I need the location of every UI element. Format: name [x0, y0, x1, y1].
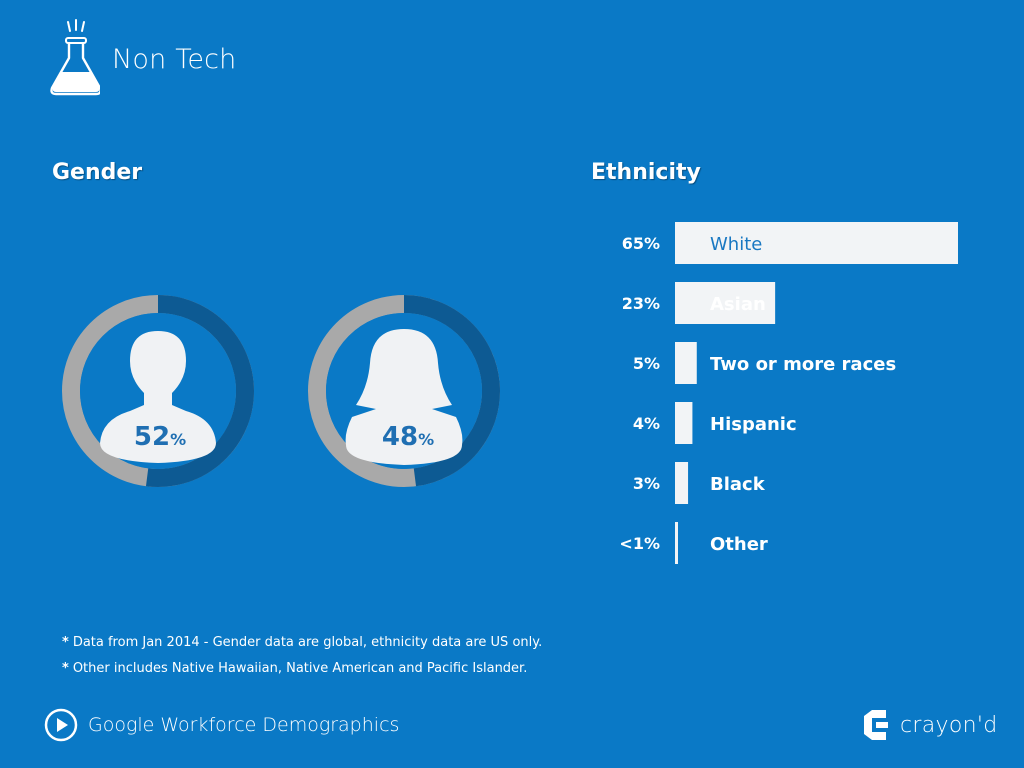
ethnicity-category-label: Asian — [710, 294, 766, 315]
ethnicity-bar-chart: 65% White 23% Asian 5% Two or more races 4% His… — [619, 222, 958, 564]
ethnicity-bar — [675, 522, 678, 564]
female-ring-arc — [403, 295, 500, 487]
gender-section-title: Gender — [52, 160, 143, 185]
male-ring-arc — [145, 295, 254, 487]
page-title: Non Tech — [112, 44, 237, 75]
ethnicity-section-title: Ethnicity — [591, 160, 701, 185]
ethnicity-value-label: <1% — [619, 534, 660, 553]
ethnicity-value-label: 4% — [633, 414, 660, 433]
ethnicity-bar — [675, 462, 689, 504]
flask-icon — [50, 19, 100, 96]
male-figure-icon — [100, 331, 216, 463]
ethnicity-category-label: Black — [710, 474, 766, 495]
female-figure-icon — [345, 329, 463, 465]
brand-logo: crayon'd — [860, 708, 997, 742]
male-percent-unit: % — [170, 430, 186, 449]
ethnicity-value-label: 3% — [633, 474, 660, 493]
ethnicity-value-label: 5% — [633, 354, 660, 373]
ethnicity-category-label: Two or more races — [710, 354, 896, 375]
footnote-marker: * — [62, 635, 69, 650]
male-donut-chart: 52% — [62, 295, 254, 487]
ethnicity-bar — [675, 342, 697, 384]
ethnicity-category-label: Hispanic — [710, 414, 797, 435]
svg-text:52%: 52% — [134, 422, 186, 452]
ethnicity-bar — [675, 222, 958, 264]
male-percent-value: 52 — [134, 422, 170, 452]
ethnicity-value-label: 23% — [622, 294, 660, 313]
play-icon[interactable] — [44, 708, 78, 742]
crayond-logo-icon — [864, 710, 888, 740]
ethnicity-value-label: 65% — [622, 234, 660, 253]
ethnicity-bar — [675, 282, 776, 324]
svg-text:48%: 48% — [382, 422, 434, 452]
ethnicity-bar — [675, 402, 693, 444]
footnote-data-source: * Data from Jan 2014 - Gender data are gl… — [62, 635, 543, 650]
ethnicity-category-label: White — [710, 234, 762, 255]
footnote-marker: * — [62, 661, 69, 676]
brand-name: crayon'd — [900, 712, 998, 738]
female-donut-chart: 48% — [308, 295, 500, 487]
female-percent-unit: % — [418, 430, 434, 449]
female-percent-value: 48 — [382, 422, 418, 452]
footnote-other-definition: * Other includes Native Hawaiian, Native … — [62, 661, 528, 676]
footer-title: Google Workforce Demographics — [88, 714, 400, 736]
footer-link[interactable]: Google Workforce Demographics — [44, 708, 399, 742]
ethnicity-category-label: Other — [710, 534, 768, 555]
